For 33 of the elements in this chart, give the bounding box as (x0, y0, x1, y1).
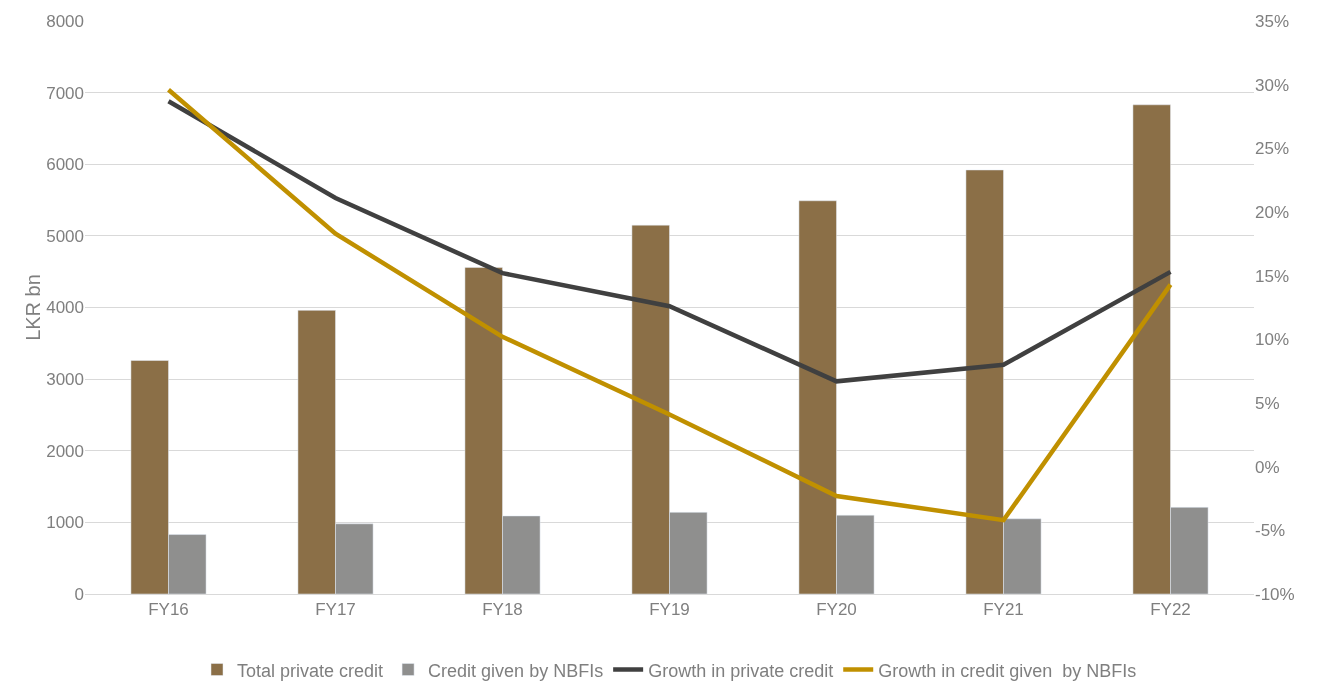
y-tick-label: 4000 (46, 298, 84, 318)
x-tick-label: FY17 (315, 600, 356, 620)
x-tick-label: FY16 (148, 600, 189, 620)
y2-tick-label: 10% (1255, 330, 1290, 350)
y-tick-label: 6000 (46, 155, 84, 175)
y2-tick-label: 25% (1255, 139, 1290, 159)
y2-tick-label: 20% (1255, 202, 1290, 222)
y-tick-label: 0 (74, 584, 84, 604)
y-axis-title: LKR bn (21, 274, 44, 341)
y2-tick-label: 35% (1255, 11, 1290, 31)
y2-tick-label: 5% (1255, 393, 1280, 413)
y2-tick-label: 30% (1255, 75, 1290, 95)
x-tick-label: FY22 (1150, 600, 1191, 620)
x-tick-label: FY20 (816, 600, 857, 620)
y2-tick-label: -10% (1255, 584, 1295, 604)
line-series (166, 98, 1173, 384)
y-tick-label: 3000 (46, 370, 84, 390)
legend-label: Total private credit (237, 660, 384, 681)
y-tick-label: 8000 (46, 11, 84, 31)
x-tick-label: FY19 (649, 600, 690, 620)
y2-tick-label: 15% (1255, 266, 1290, 286)
x-tick-label: FY21 (983, 600, 1024, 620)
y2-tick-label: 0% (1255, 457, 1280, 477)
y-tick-label: 2000 (46, 441, 84, 461)
y-tick-label: 7000 (46, 83, 84, 103)
legend-label: Growth in credit given by NBFIs (878, 660, 1137, 681)
line-series (166, 87, 1173, 523)
y-tick-label: 5000 (46, 226, 84, 246)
legend-label: Growth in private credit (648, 660, 834, 681)
x-tick-label: FY18 (482, 600, 523, 620)
legend-label: Credit given by NBFIs (428, 660, 604, 681)
y-tick-label: 1000 (46, 513, 84, 533)
y2-tick-label: -5% (1255, 521, 1286, 541)
